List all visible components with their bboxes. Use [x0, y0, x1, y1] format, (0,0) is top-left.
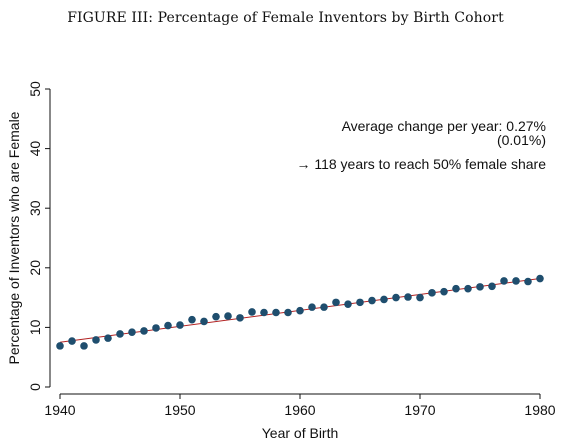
data-point — [332, 298, 340, 307]
x-tick-label: 1970 — [404, 402, 435, 418]
data-point — [452, 284, 460, 293]
data-point — [236, 314, 244, 322]
x-ticks: 1940 1950 1960 1970 1980 — [44, 394, 556, 418]
data-point — [404, 293, 412, 301]
y-tick-label: 10 — [27, 319, 43, 335]
data-point — [344, 300, 352, 308]
data-point — [356, 298, 364, 307]
data-point — [368, 296, 376, 305]
data-point — [500, 277, 508, 285]
data-point — [308, 303, 316, 311]
data-point — [188, 315, 196, 324]
data-point — [104, 334, 112, 342]
y-tick-label: 40 — [27, 141, 43, 157]
data-point — [68, 337, 76, 345]
annotation-years-to-parity: → 118 years to reach 50% female share — [296, 156, 546, 172]
data-point — [200, 317, 208, 326]
annotation-standard-error: (0.01%) — [497, 132, 546, 148]
data-points — [56, 274, 544, 350]
data-point — [284, 308, 292, 317]
data-point — [512, 277, 520, 285]
data-point — [212, 312, 220, 321]
data-point — [152, 324, 160, 332]
data-point — [476, 283, 484, 291]
data-point — [140, 327, 148, 335]
data-point — [92, 336, 100, 344]
data-point — [272, 308, 280, 317]
data-point — [524, 277, 532, 286]
data-point — [320, 303, 328, 311]
x-tick-label: 1940 — [44, 402, 75, 418]
data-point — [224, 312, 232, 320]
y-axis-title: Percentage of Inventors who are Female — [6, 111, 22, 364]
data-point — [56, 342, 64, 350]
x-axis-title: Year of Birth — [262, 425, 339, 441]
data-point — [428, 289, 436, 297]
data-point — [80, 342, 88, 350]
data-point — [164, 321, 172, 330]
data-point — [260, 308, 268, 317]
data-point — [464, 284, 472, 293]
x-tick-label: 1960 — [284, 402, 315, 418]
data-point — [176, 321, 184, 329]
y-tick-label: 30 — [27, 200, 43, 216]
annotation-average-change: Average change per year: 0.27% — [342, 118, 546, 134]
x-tick-label: 1980 — [524, 402, 555, 418]
y-tick-label: 50 — [27, 81, 43, 97]
data-point — [488, 282, 496, 291]
data-point — [128, 328, 136, 336]
y-tick-label: 0 — [27, 383, 43, 391]
data-point — [440, 287, 448, 296]
data-point — [536, 274, 544, 283]
figure-title: FIGURE III: Percentage of Female Invento… — [67, 10, 504, 26]
data-point — [116, 330, 124, 338]
data-point — [296, 306, 304, 315]
x-tick-label: 1950 — [164, 402, 195, 418]
data-point — [392, 293, 400, 302]
y-ticks: 0 10 20 30 40 50 — [27, 81, 50, 391]
axes — [49, 89, 540, 395]
data-point — [380, 295, 388, 304]
y-tick-label: 20 — [27, 260, 43, 276]
data-point — [416, 293, 424, 302]
data-point — [248, 308, 256, 316]
